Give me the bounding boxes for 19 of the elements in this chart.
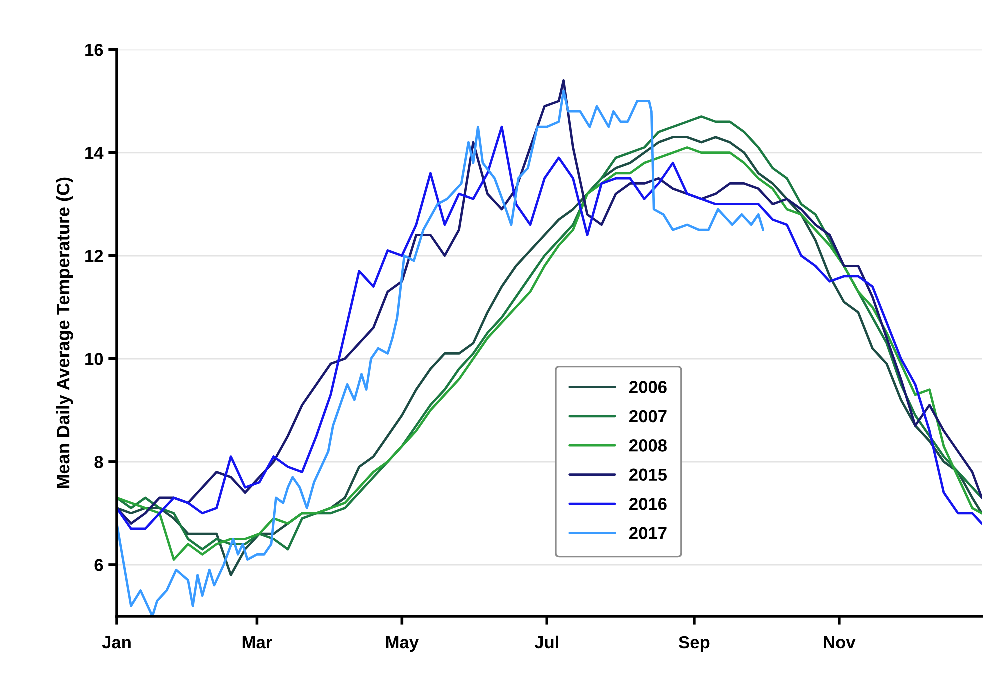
legend-label: 2007: [630, 410, 667, 423]
y-tick-label: 12: [86, 250, 104, 262]
y-tick-label: 16: [86, 44, 104, 56]
legend-label: 2016: [630, 498, 667, 510]
x-tick-label: Nov: [824, 636, 856, 649]
y-axis-title: Mean Daily Average Temperature (C): [56, 178, 74, 488]
y-tick-label: 6: [94, 559, 104, 572]
y-tick-label: 14: [86, 147, 104, 160]
y-tick-label: 8: [94, 456, 104, 468]
legend-label: 2006: [630, 381, 667, 394]
x-tick-label: May: [386, 636, 419, 652]
legend-label: 2017: [630, 527, 667, 540]
y-tick-label: 10: [86, 353, 104, 366]
x-tick-label: Sep: [679, 636, 710, 652]
legend-label: 2015: [630, 468, 668, 482]
x-tick-label: Jul: [534, 636, 558, 649]
legend-label: 2008: [630, 440, 667, 452]
x-tick-label: Jan: [102, 636, 131, 649]
x-tick-label: Mar: [242, 636, 272, 649]
